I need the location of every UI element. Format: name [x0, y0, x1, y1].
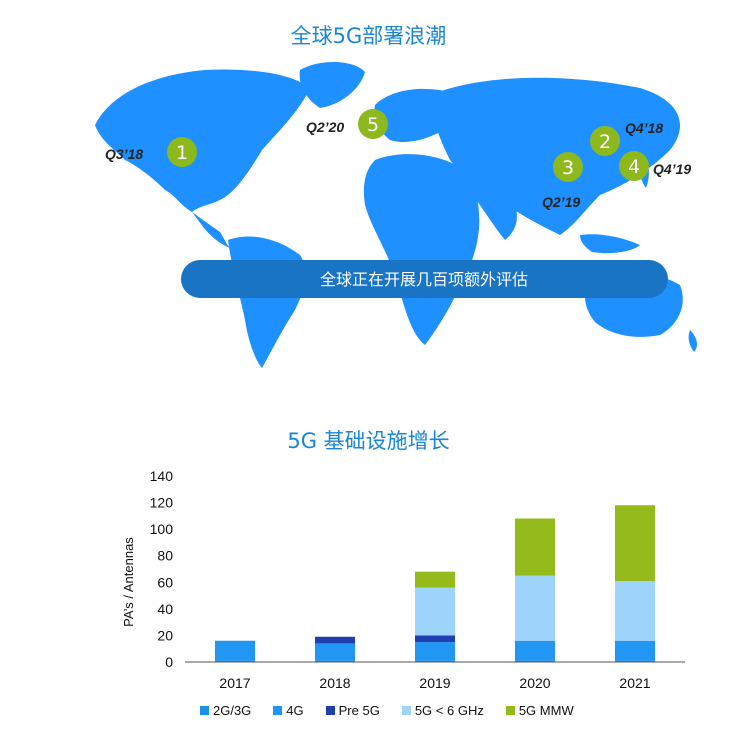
legend-swatch [325, 706, 335, 715]
legend-item: 4G [273, 703, 304, 718]
bar-segment-2019-4g [415, 642, 455, 661]
bar-segment-2020-4g [515, 640, 555, 661]
bar-segment-2021-5g-mmw [615, 505, 655, 581]
legend-label: 5G MMW [518, 703, 574, 718]
x-tick-label: 2018 [319, 675, 350, 691]
marker-4-label: Q4’19 [653, 161, 691, 177]
y-axis-label: PA’s / Antennas [121, 537, 136, 627]
bar-segment-2021-2g-3g [615, 660, 655, 662]
bar-segment-2018-2g-3g [315, 660, 355, 662]
legend-label: 4G [286, 703, 304, 718]
bar-segment-2018-4g [315, 643, 355, 661]
bar-segment-2020-5g-6-ghz [515, 575, 555, 641]
legend-swatch [505, 706, 515, 715]
bar-segment-2019-pre-5g [415, 635, 455, 643]
x-tick-label: 2019 [419, 675, 450, 691]
bar-segment-2020-5g-mmw [515, 518, 555, 576]
x-tick-label: 2017 [219, 675, 250, 691]
legend-swatch [200, 706, 209, 715]
y-axis-ticks: 0 20 40 60 80 100 120 140 [150, 468, 174, 670]
legend-item: 2G/3G [200, 703, 251, 718]
map-banner: 全球正在开展几百项额外评估 [181, 260, 668, 298]
bar-segment-2019-2g-3g [415, 660, 455, 662]
bar-segment-2020-2g-3g [515, 660, 555, 662]
legend-item: 5G < 6 GHz [401, 703, 484, 718]
marker-5-label: Q2’20 [306, 119, 344, 135]
y-tick-label: 40 [157, 601, 173, 617]
world-map-landmass [95, 61, 697, 368]
marker-3-number: 3 [562, 157, 574, 179]
marker-5: 5 Q2’20 [306, 109, 388, 139]
marker-2: 2 Q4’18 [590, 120, 663, 156]
marker-3: 3 Q2’19 [542, 152, 583, 210]
marker-1-label: Q3’18 [105, 146, 143, 162]
y-tick-label: 60 [157, 574, 173, 590]
world-map: 全球正在开展几百项额外评估 1 Q3’18 2 Q4’18 3 Q2’19 4 … [95, 61, 697, 368]
y-tick-label: 100 [150, 521, 174, 537]
y-tick-label: 120 [150, 495, 174, 511]
y-tick-label: 0 [165, 654, 173, 670]
marker-4-number: 4 [628, 156, 640, 178]
marker-3-label: Q2’19 [542, 194, 580, 210]
marker-2-number: 2 [599, 131, 611, 153]
y-tick-label: 20 [157, 627, 173, 643]
legend-swatch [273, 706, 283, 715]
chart-legend: 2G/3G 4G Pre 5G 5G < 6 GHz 5G MMW [200, 703, 574, 718]
legend-swatch [401, 706, 411, 715]
legend-item: 5G MMW [505, 703, 574, 718]
marker-1-number: 1 [176, 142, 188, 164]
marker-1: 1 Q3’18 [105, 137, 197, 167]
bar-segment-2017-2g-3g [215, 660, 255, 662]
x-tick-label: 2020 [519, 675, 550, 691]
legend-label: Pre 5G [338, 703, 380, 718]
bar-segment-2017-4g [215, 640, 255, 661]
bars [215, 505, 655, 662]
map-banner-text: 全球正在开展几百项额外评估 [320, 270, 528, 289]
bar-segment-2019-5g-mmw [415, 571, 455, 588]
chart-title: 5G 基础设施增长 [287, 429, 450, 453]
y-tick-label: 80 [157, 548, 173, 564]
bar-segment-2021-4g [615, 640, 655, 661]
marker-4: 4 Q4’19 [619, 151, 691, 181]
bar-segment-2018-pre-5g [315, 636, 355, 644]
marker-5-number: 5 [367, 114, 379, 136]
bar-segment-2019-5g-6-ghz [415, 587, 455, 636]
legend-label: 2G/3G [213, 703, 252, 718]
bar-segment-2021-5g-6-ghz [615, 580, 655, 641]
legend-label: 5G < 6 GHz [414, 703, 484, 718]
map-title: 全球5G部署浪潮 [290, 24, 447, 48]
marker-2-label: Q4’18 [625, 120, 663, 136]
x-axis-ticks: 2017 2018 2019 2020 2021 [219, 675, 650, 691]
x-tick-label: 2021 [619, 675, 650, 691]
legend-item: Pre 5G [325, 703, 380, 718]
y-tick-label: 140 [150, 468, 174, 484]
